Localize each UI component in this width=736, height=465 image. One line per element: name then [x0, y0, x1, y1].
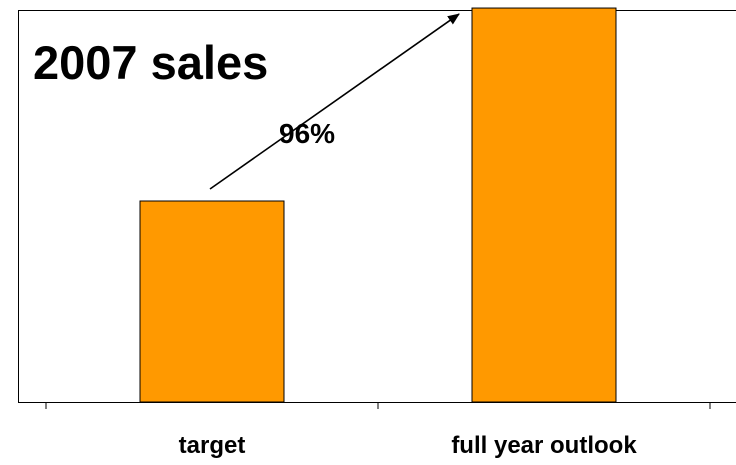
bar-target — [139, 200, 285, 403]
x-tick-label: full year outlook — [451, 432, 637, 459]
bar-full-year-outlook — [471, 7, 617, 403]
growth-annotation-label: 96% — [279, 118, 335, 149]
x-axis-tick-labels: target full year outlook — [179, 432, 638, 459]
growth-arrow — [209, 13, 460, 190]
x-axis-ticks — [45, 402, 711, 409]
chart-title: 2007 sales — [33, 36, 268, 89]
x-tick-label: target — [179, 432, 246, 459]
bars-layer — [139, 7, 617, 403]
